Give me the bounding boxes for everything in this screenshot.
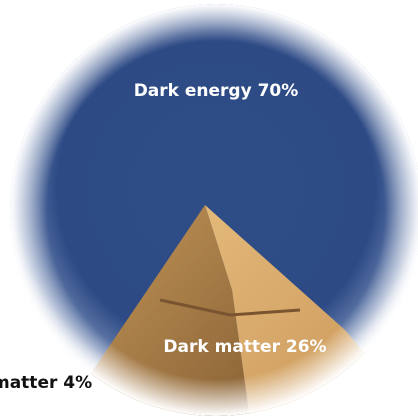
label-dark-energy: Dark energy 70%	[134, 81, 299, 101]
photo-disc	[10, 4, 418, 416]
edge-fade	[10, 4, 418, 416]
label-ordinary-matter: matter 4%	[0, 373, 92, 393]
label-dark-matter: Dark matter 26%	[163, 337, 326, 357]
